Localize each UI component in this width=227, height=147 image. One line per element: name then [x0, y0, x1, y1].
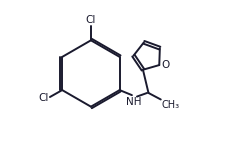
Text: Cl: Cl [38, 93, 49, 103]
Text: Cl: Cl [85, 15, 96, 25]
Text: CH₃: CH₃ [161, 100, 179, 110]
Text: NH: NH [125, 97, 141, 107]
Text: O: O [160, 60, 168, 70]
